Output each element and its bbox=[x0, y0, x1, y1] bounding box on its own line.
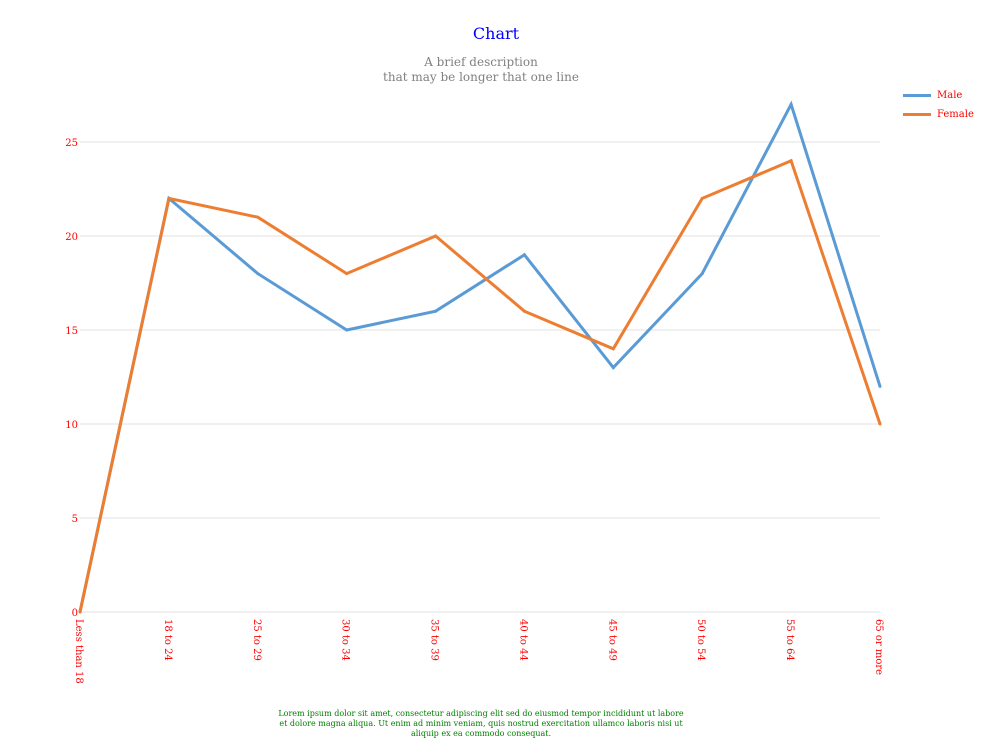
data-point-male[interactable] bbox=[700, 272, 704, 276]
data-point-male[interactable] bbox=[878, 384, 882, 388]
data-point-male[interactable] bbox=[345, 328, 349, 332]
legend-item-male[interactable]: Male bbox=[903, 86, 974, 105]
data-point-female[interactable] bbox=[789, 159, 793, 163]
x-tick-label: 55 to 64 bbox=[784, 619, 795, 661]
x-tick-label: 65 or more bbox=[873, 619, 884, 675]
legend-label-male: Male bbox=[937, 90, 963, 101]
x-tick-label: 40 to 44 bbox=[517, 619, 528, 661]
y-axis-ticks: 0 5 10 15 20 25 bbox=[65, 138, 78, 619]
series-line-male[interactable] bbox=[78, 100, 882, 613]
grid-lines bbox=[80, 141, 880, 613]
data-point-male[interactable] bbox=[611, 366, 615, 370]
data-point-male[interactable] bbox=[256, 272, 260, 276]
series-line-female[interactable] bbox=[78, 158, 882, 613]
legend: Male Female bbox=[903, 86, 974, 124]
x-tick-label: Less than 18 bbox=[73, 619, 84, 684]
x-tick-label: 50 to 54 bbox=[695, 619, 706, 661]
y-tick-label: 25 bbox=[65, 138, 78, 149]
chart-title: Chart bbox=[472, 24, 520, 43]
x-tick-label: 30 to 34 bbox=[340, 619, 351, 661]
chart-subtitle-line-2: that may be longer that one line bbox=[383, 70, 579, 84]
footer-note: Lorem ipsum dolor sit amet, consectetur … bbox=[278, 709, 684, 738]
data-point-male[interactable] bbox=[522, 253, 526, 257]
legend-swatch-male bbox=[903, 94, 931, 97]
x-axis-ticks: Less than 18 18 to 24 25 to 29 30 to 34 35 t… bbox=[73, 619, 884, 684]
x-tick-label: 18 to 24 bbox=[162, 619, 173, 661]
data-point-female[interactable] bbox=[700, 196, 704, 200]
chart-subtitle: A brief description that may be longer t… bbox=[0, 55, 962, 85]
y-tick-label: 20 bbox=[65, 232, 78, 243]
x-tick-label: 35 to 39 bbox=[429, 619, 440, 661]
data-point-female[interactable] bbox=[434, 234, 438, 238]
legend-label-female: Female bbox=[937, 109, 974, 120]
x-tick-label: 45 to 49 bbox=[606, 619, 617, 661]
y-tick-label: 5 bbox=[72, 514, 78, 525]
data-point-female[interactable] bbox=[611, 347, 615, 351]
data-point-female[interactable] bbox=[78, 610, 82, 614]
data-point-male[interactable] bbox=[789, 102, 793, 106]
data-point-female[interactable] bbox=[345, 272, 349, 276]
x-tick-label: 25 to 29 bbox=[251, 619, 262, 661]
legend-swatch-female bbox=[903, 113, 931, 116]
data-point-female[interactable] bbox=[167, 196, 171, 200]
data-point-female[interactable] bbox=[256, 215, 260, 219]
chart-subtitle-line-1: A brief description bbox=[424, 55, 538, 69]
y-tick-label: 0 bbox=[72, 608, 78, 619]
data-point-female[interactable] bbox=[522, 309, 526, 313]
y-tick-label: 15 bbox=[65, 326, 78, 337]
series-lines bbox=[78, 100, 882, 614]
legend-item-female[interactable]: Female bbox=[903, 105, 974, 124]
data-point-male[interactable] bbox=[434, 309, 438, 313]
y-tick-label: 10 bbox=[65, 420, 78, 431]
data-point-female[interactable] bbox=[878, 422, 882, 426]
